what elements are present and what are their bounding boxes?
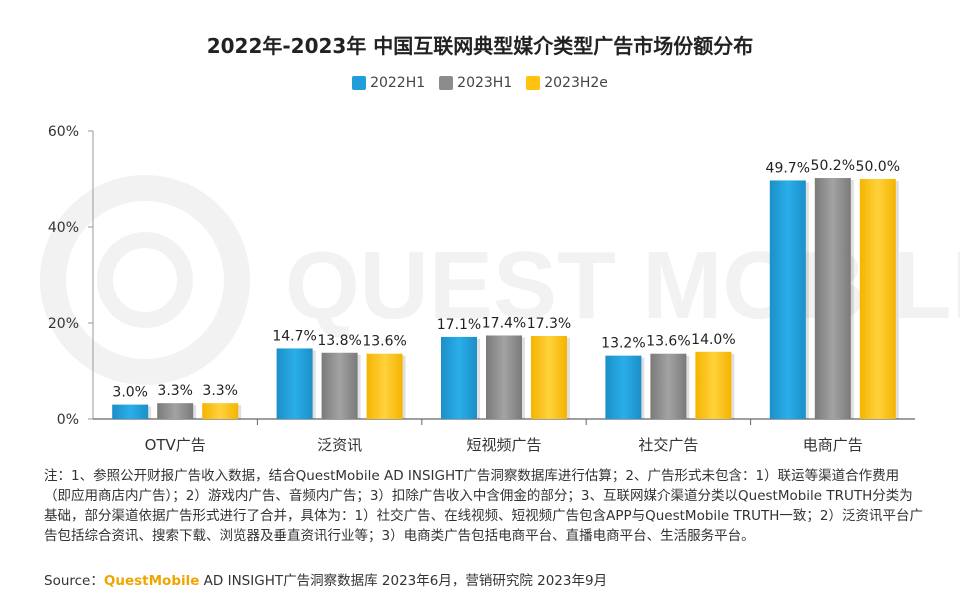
data-label: 50.2% (811, 158, 855, 174)
legend: 2022H1 2023H1 2023H2e (0, 75, 960, 91)
y-tick-label: 20% (48, 316, 79, 332)
data-label: 3.0% (112, 385, 148, 401)
bars: 3.0% 3.3% 3.3%14.7% 13.8% 13.6%17.1% 17.4% 17.… (112, 158, 900, 419)
data-label: 3.3% (157, 383, 193, 399)
watermark-text: QUEST MOBILE (285, 232, 960, 339)
data-label: 49.7% (766, 160, 810, 176)
y-tick-label: 60% (48, 124, 79, 140)
legend-swatch (526, 76, 541, 90)
source-prefix: Source： (44, 573, 104, 589)
data-label: 14.7% (272, 328, 316, 344)
axes: 0% 20% 40% 60% OTV广告 泛资讯 短视频广告 社交广告 电商广告 (48, 124, 915, 454)
bar-2023h1 (486, 335, 522, 419)
x-tick-label: 社交广告 (638, 436, 698, 454)
chart-title: 2022年-2023年 中国互联网典型媒介类型广告市场份额分布 (206, 34, 754, 58)
data-label: 13.2% (601, 336, 645, 352)
x-tick-label: 短视频广告 (466, 436, 541, 454)
legend-item-2022h1: 2022H1 (352, 75, 425, 91)
source-line: Source：QuestMobile AD INSIGHT广告洞察数据库 202… (44, 569, 607, 589)
bar-2023h1 (157, 403, 194, 419)
bar-2022h1 (605, 355, 642, 419)
x-tick-label: 泛资讯 (317, 436, 362, 454)
data-label: 13.6% (646, 334, 690, 350)
bar-2022h1 (441, 336, 477, 419)
legend-label: 2023H2e (544, 75, 608, 91)
bar-2023h2e (695, 351, 732, 419)
bar-2023h1 (321, 352, 358, 419)
bar-2023h2e (202, 403, 239, 419)
data-label: 17.3% (527, 316, 571, 332)
bar-2023h2e (531, 335, 567, 419)
x-tick-label: OTV广告 (145, 436, 206, 454)
y-tick-label: 40% (48, 220, 79, 236)
data-label: 13.8% (317, 333, 361, 349)
bar-2022h1 (769, 180, 806, 419)
source-brand: QuestMobile (103, 573, 200, 589)
legend-item-2023h1: 2023H1 (439, 75, 512, 91)
source-rest: AD INSIGHT广告洞察数据库 2023年6月，营销研究院 2023年9月 (199, 573, 608, 589)
data-label: 17.4% (482, 315, 526, 331)
data-label: 17.1% (437, 317, 481, 333)
legend-label: 2022H1 (370, 75, 426, 91)
data-label: 14.0% (691, 332, 735, 348)
legend-item-2023h2e: 2023H2e (526, 75, 608, 91)
bar-2023h2e (859, 179, 896, 419)
data-label: 13.6% (362, 334, 406, 350)
data-label: 50.0% (856, 159, 900, 175)
bar-2023h1 (650, 353, 687, 419)
bar-2023h2e (366, 353, 403, 419)
bar-2023h1 (814, 178, 851, 419)
footnote: 注：1、参照公开财报广告收入数据，结合QuestMobile AD INSIGH… (44, 468, 923, 544)
legend-swatch (352, 76, 367, 90)
data-label: 3.3% (202, 383, 238, 399)
bar-2022h1 (112, 404, 149, 419)
legend-label: 2023H1 (457, 75, 513, 91)
watermark-logo-icon (40, 175, 250, 385)
bar-2022h1 (276, 348, 313, 419)
x-tick-label: 电商广告 (803, 436, 863, 454)
legend-swatch (439, 76, 454, 90)
y-tick-label: 0% (57, 412, 79, 428)
